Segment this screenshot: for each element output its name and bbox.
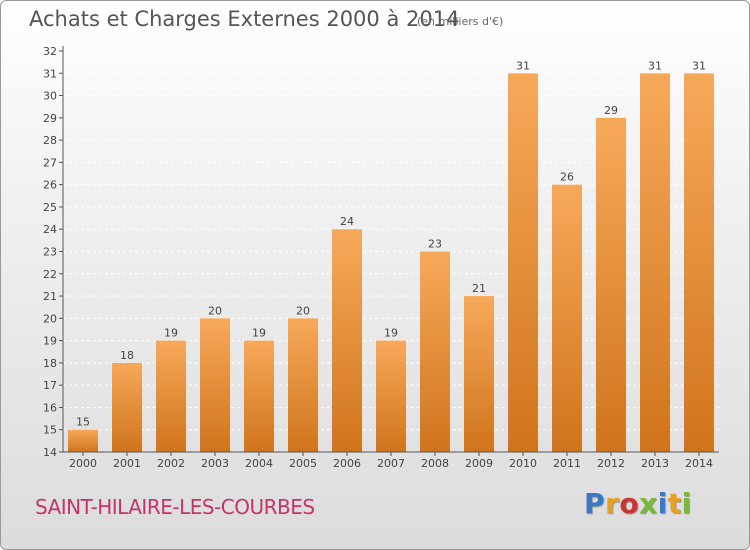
y-tick-label: 17 [43,379,57,392]
y-tick-label: 26 [43,179,57,192]
value-label: 21 [472,282,486,295]
logo-letter: o [619,487,640,520]
bar-2002[interactable] [156,340,186,452]
y-tick-label: 23 [43,246,57,259]
x-tick-label: 2009 [465,457,493,470]
x-tick-label: 2005 [289,457,317,470]
logo-letter: P [584,487,606,520]
bar-2005[interactable] [288,318,318,452]
x-tick-label: 2003 [201,457,229,470]
x-tick-label: 2011 [553,457,581,470]
y-tick-label: 18 [43,357,57,370]
x-tick-label: 2008 [421,457,449,470]
x-tick-label: 2004 [245,457,273,470]
chart-title: Achats et Charges Externes 2000 à 2014 [29,7,460,31]
bar-2014[interactable] [684,73,714,453]
x-tick-label: 2006 [333,457,361,470]
bar-2000[interactable] [68,429,98,452]
value-label: 19 [164,327,178,340]
bar-2003[interactable] [200,318,230,452]
value-label: 23 [428,238,442,251]
y-tick-label: 22 [43,268,57,281]
value-label: 29 [604,104,618,117]
value-label: 18 [120,349,134,362]
logo-letter: t [667,487,682,520]
logo-letter: r [605,487,620,520]
bar-2004[interactable] [244,340,274,452]
value-label: 20 [296,304,310,317]
y-tick-label: 16 [43,401,57,414]
bar-2010[interactable] [508,73,538,453]
value-label: 31 [516,59,530,72]
x-tick-label: 2010 [509,457,537,470]
value-label: 15 [76,416,90,429]
bar-2006[interactable] [332,229,362,452]
y-tick-label: 20 [43,312,57,325]
y-tick-label: 25 [43,201,57,214]
chart-unit: (en milliers d'€) [417,15,504,28]
x-tick-label: 2007 [377,457,405,470]
value-label: 19 [252,327,266,340]
x-tick-label: 2012 [597,457,625,470]
bar-2009[interactable] [464,296,494,452]
value-label: 31 [648,59,662,72]
x-tick-label: 2013 [641,457,669,470]
bar-2008[interactable] [420,251,450,453]
y-tick-label: 24 [43,223,57,236]
x-tick-label: 2014 [685,457,713,470]
y-tick-label: 32 [43,45,57,58]
bar-2012[interactable] [596,117,626,452]
bar-2001[interactable] [112,362,142,452]
x-tick-label: 2002 [157,457,185,470]
y-tick-label: 21 [43,290,57,303]
y-tick-label: 19 [43,335,57,348]
x-tick-label: 2000 [69,457,97,470]
proxiti-logo[interactable]: Proxiti [584,487,692,520]
value-label: 19 [384,327,398,340]
y-tick-label: 28 [43,134,57,147]
value-label: 31 [692,59,706,72]
value-label: 24 [340,215,354,228]
logo-letter: i [657,487,668,520]
y-tick-label: 15 [43,424,57,437]
commune-name: SAINT-HILAIRE-LES-COURBES [35,495,315,519]
bar-2007[interactable] [376,340,406,452]
bar-2011[interactable] [552,184,582,452]
y-tick-label: 30 [43,90,57,103]
y-tick-label: 27 [43,156,57,169]
value-label: 20 [208,304,222,317]
y-tick-label: 29 [43,112,57,125]
x-tick-label: 2001 [113,457,141,470]
logo-letter: i [681,487,692,520]
y-tick-label: 14 [43,446,57,459]
y-tick-label: 31 [43,67,57,80]
logo-letter: x [639,487,658,520]
value-label: 26 [560,171,574,184]
bar-2013[interactable] [640,73,670,453]
